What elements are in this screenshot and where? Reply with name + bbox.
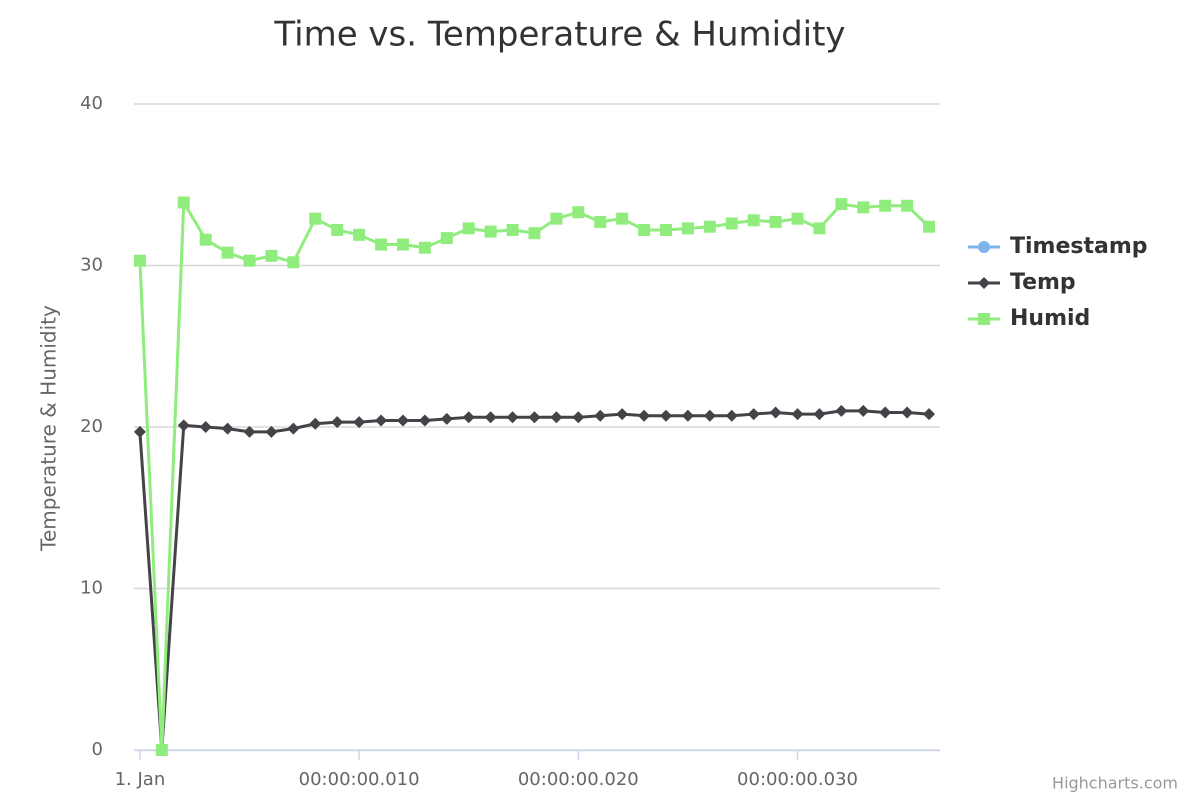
marker [769, 215, 782, 228]
legend-label[interactable]: Humid [1010, 306, 1090, 331]
marker [978, 313, 990, 325]
marker [681, 409, 694, 422]
legend-label[interactable]: Timestamp [1010, 234, 1148, 259]
marker [177, 419, 190, 432]
marker [418, 241, 431, 254]
marker [462, 222, 475, 235]
marker [309, 417, 322, 430]
marker [857, 404, 870, 417]
y-axis-label: Temperature & Humidity [37, 305, 61, 552]
y-tick-label: 40 [80, 93, 103, 114]
marker [353, 416, 366, 429]
marker [703, 220, 716, 233]
marker [221, 422, 234, 435]
marker [309, 212, 322, 225]
marker [199, 233, 212, 246]
marker [638, 223, 651, 236]
marker [747, 408, 760, 421]
marker [572, 206, 585, 219]
marker [265, 249, 278, 262]
marker [638, 409, 651, 422]
marker [923, 408, 936, 421]
x-tick-label: 1. Jan [115, 769, 166, 790]
y-tick-label: 10 [80, 578, 103, 599]
marker [901, 406, 914, 419]
y-tick-label: 30 [80, 255, 103, 276]
marker [879, 199, 892, 212]
marker [901, 199, 914, 212]
x-tick-label: 00:00:00.020 [518, 769, 639, 790]
marker [440, 232, 453, 245]
marker [528, 227, 541, 240]
marker [594, 215, 607, 228]
marker [747, 214, 760, 227]
marker [703, 409, 716, 422]
marker [506, 223, 519, 236]
marker [243, 254, 256, 267]
marker [791, 212, 804, 225]
marker [835, 404, 848, 417]
marker [375, 414, 388, 427]
credit[interactable]: Highcharts.com [1052, 774, 1178, 793]
marker [331, 223, 344, 236]
marker [659, 409, 672, 422]
marker [506, 411, 519, 424]
marker [791, 408, 804, 421]
marker [396, 414, 409, 427]
marker [418, 414, 431, 427]
marker [879, 406, 892, 419]
series-line [138, 201, 931, 752]
chart-title: Time vs. Temperature & Humidity [273, 15, 845, 55]
marker [484, 411, 497, 424]
marker [396, 238, 409, 251]
marker [484, 225, 497, 238]
y-tick-label: 20 [80, 416, 103, 437]
marker [155, 744, 168, 756]
marker [659, 223, 672, 236]
marker [725, 409, 738, 422]
x-tick-label: 00:00:00.010 [299, 769, 420, 790]
marker [923, 220, 936, 233]
marker [221, 246, 234, 259]
marker [616, 408, 629, 421]
marker [572, 411, 585, 424]
marker [681, 222, 694, 235]
marker [594, 409, 607, 422]
marker [331, 416, 344, 429]
marker [616, 212, 629, 225]
y-tick-label: 0 [92, 739, 103, 760]
marker [978, 277, 990, 289]
marker [550, 411, 563, 424]
marker [725, 217, 738, 230]
marker [287, 422, 300, 435]
marker [769, 406, 782, 419]
marker [462, 411, 475, 424]
series-line [138, 409, 930, 752]
x-tick-label: 00:00:00.030 [737, 769, 858, 790]
marker [243, 425, 256, 438]
marker [177, 196, 190, 209]
marker [550, 212, 563, 225]
marker [857, 201, 870, 214]
marker [978, 241, 990, 253]
marker [287, 256, 300, 269]
marker [133, 254, 146, 267]
marker [813, 408, 826, 421]
marker [835, 198, 848, 211]
marker [265, 425, 278, 438]
marker [528, 411, 541, 424]
marker [813, 222, 826, 235]
marker [375, 238, 388, 251]
legend-label[interactable]: Temp [1010, 270, 1076, 295]
marker [440, 412, 453, 425]
marker [353, 228, 366, 241]
marker [199, 421, 212, 433]
marker [133, 425, 146, 438]
